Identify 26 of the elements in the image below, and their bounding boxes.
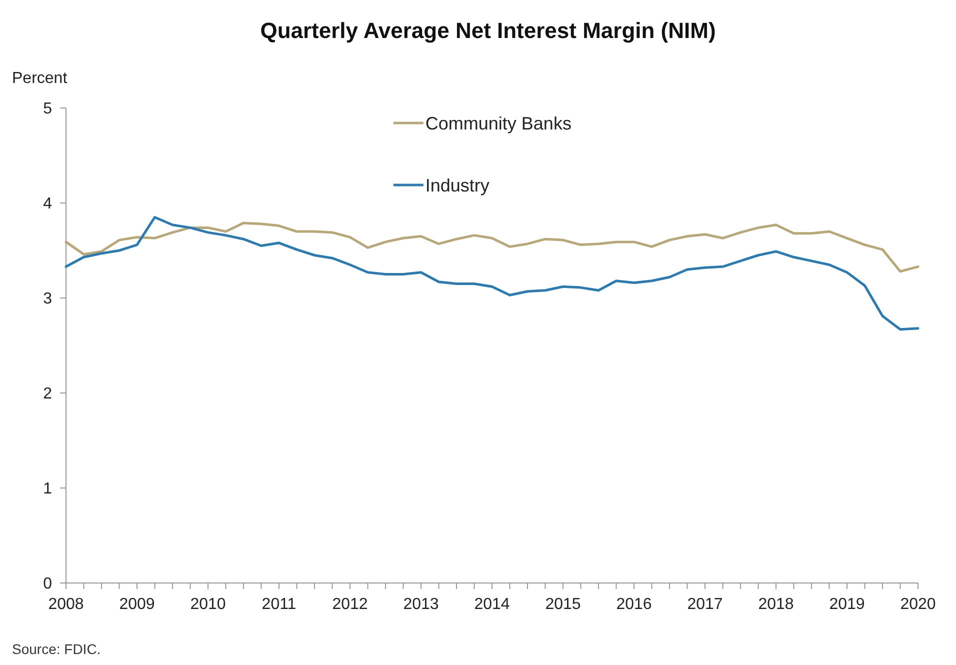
x-tick-label: 2014 <box>474 596 510 613</box>
x-tick-label: 2020 <box>900 596 936 613</box>
x-tick-label: 2018 <box>758 596 794 613</box>
legend-label: Community Banks <box>425 113 572 134</box>
x-tick-label: 2013 <box>403 596 439 613</box>
x-tick-label: 2012 <box>332 596 368 613</box>
x-tick-label: 2017 <box>687 596 723 613</box>
y-tick-label: 3 <box>43 290 52 308</box>
chart-title: Quarterly Average Net Interest Margin (NIM) <box>260 18 716 43</box>
line-series <box>64 222 920 273</box>
y-axis-title: Percent <box>12 70 68 87</box>
legend-label: Industry <box>425 175 490 196</box>
x-tick-label: 2016 <box>616 596 652 613</box>
y-tick-label: 4 <box>43 196 52 213</box>
x-tick-label: 2010 <box>190 596 226 613</box>
y-tick-label: 2 <box>43 386 52 403</box>
y-tick-label: 1 <box>43 480 52 498</box>
y-tick-label: 0 <box>43 576 52 593</box>
x-tick-label: 2019 <box>829 596 865 613</box>
source-note: Source: FDIC. <box>12 641 101 657</box>
y-tick-label: 5 <box>43 100 52 118</box>
x-tick-label: 2015 <box>545 596 581 613</box>
x-tick-label: 2011 <box>262 596 296 613</box>
x-tick-label: 2008 <box>48 596 84 613</box>
line-series <box>64 216 920 331</box>
x-tick-label: 2009 <box>119 596 155 613</box>
